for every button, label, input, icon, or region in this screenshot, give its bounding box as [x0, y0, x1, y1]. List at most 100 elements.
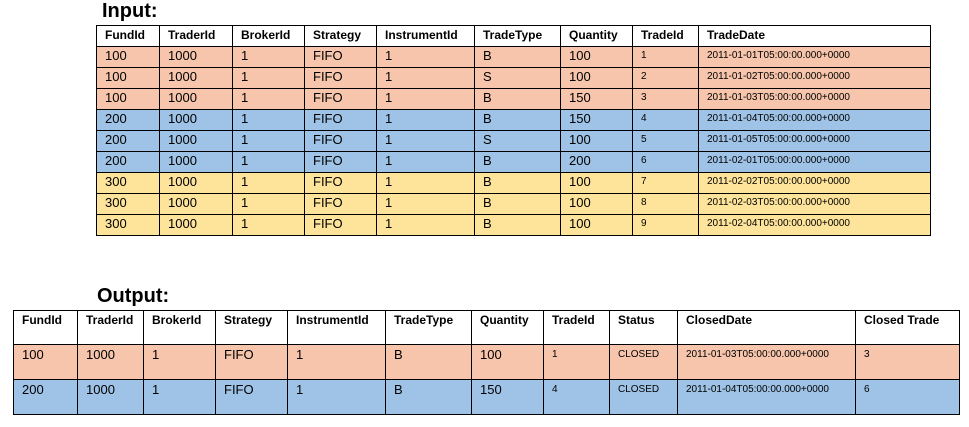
table-cell: FIFO — [304, 67, 377, 89]
table-cell: 1000 — [159, 130, 233, 152]
table-cell: 1 — [376, 193, 475, 215]
table-cell: 100 — [560, 193, 633, 215]
table-row: 300 1000 1 FIFO 1 B 100 9 2011-02-04T05:00:00.00… — [96, 214, 931, 236]
table-cell: B — [385, 379, 472, 415]
table-cell: 1000 — [159, 151, 233, 173]
table-cell: 2011-01-02T05:00:00.000+0000 — [698, 67, 931, 89]
table-cell: 300 — [96, 172, 160, 194]
table-cell: 1 — [376, 109, 475, 131]
col-trade-type: TradeType — [474, 25, 561, 47]
table-row: 200 1000 1 FIFO 1 B 150 4 2011-01-04T05:00:00.00… — [96, 109, 931, 131]
table-cell: 1 — [232, 67, 305, 89]
table-cell: 1 — [543, 344, 610, 380]
col-broker-id: BrokerId — [232, 25, 305, 47]
table-cell: 2011-01-03T05:00:00.000+0000 — [698, 88, 931, 110]
table-cell: B — [474, 88, 561, 110]
output-heading: Output: — [97, 285, 170, 307]
table-cell: 100 — [560, 67, 633, 89]
table-cell: 1 — [143, 344, 216, 380]
table-cell: 1000 — [159, 109, 233, 131]
table-cell: 1000 — [159, 67, 233, 89]
table-cell: FIFO — [304, 88, 377, 110]
col-closed-date: ClosedDate — [677, 310, 856, 345]
table-cell: 100 — [13, 344, 78, 380]
table-cell: 6 — [855, 379, 960, 415]
col-fund-id: FundId — [96, 25, 160, 47]
col-strategy: Strategy — [215, 310, 288, 345]
col-broker-id: BrokerId — [143, 310, 216, 345]
table-row: 300 1000 1 FIFO 1 B 100 8 2011-02-03T05:00:00.00… — [96, 193, 931, 215]
table-cell: 1 — [376, 151, 475, 173]
table-cell: 2011-01-04T05:00:00.000+0000 — [698, 109, 931, 131]
table-cell: FIFO — [215, 344, 288, 380]
table-cell: FIFO — [304, 214, 377, 236]
col-closed-trade: Closed Trade — [855, 310, 960, 345]
col-instrument-id: InstrumentId — [287, 310, 386, 345]
table-cell: 2011-02-01T05:00:00.000+0000 — [698, 151, 931, 173]
table-cell: B — [474, 193, 561, 215]
col-quantity: Quantity — [471, 310, 544, 345]
col-quantity: Quantity — [560, 25, 633, 47]
table-cell: 6 — [632, 151, 699, 173]
table-cell: 200 — [96, 130, 160, 152]
table-cell: 1 — [287, 344, 386, 380]
table-cell: FIFO — [304, 109, 377, 131]
table-cell: 1 — [232, 130, 305, 152]
table-cell: 150 — [560, 109, 633, 131]
table-cell: 1 — [232, 172, 305, 194]
table-cell: B — [474, 214, 561, 236]
table-cell: B — [474, 172, 561, 194]
table-cell: 1 — [376, 88, 475, 110]
table-cell: FIFO — [304, 193, 377, 215]
table-cell: 1 — [232, 109, 305, 131]
table-cell: 100 — [560, 172, 633, 194]
table-cell: S — [474, 130, 561, 152]
table-row: 100 1000 1 FIFO 1 B 100 1 CLOSED 2011-01-03T05:00… — [13, 344, 960, 380]
table-cell: 1000 — [77, 379, 144, 415]
table-cell: 1 — [376, 130, 475, 152]
table-cell: 1 — [143, 379, 216, 415]
col-fund-id: FundId — [13, 310, 78, 345]
table-cell: 2011-02-03T05:00:00.000+0000 — [698, 193, 931, 215]
table-cell: 300 — [96, 193, 160, 215]
table-cell: 1000 — [159, 214, 233, 236]
table-cell: 1000 — [159, 172, 233, 194]
table-cell: 1 — [376, 172, 475, 194]
table-cell: 100 — [560, 46, 633, 68]
table-cell: 1 — [376, 46, 475, 68]
table-cell: B — [474, 151, 561, 173]
table-cell: CLOSED — [609, 344, 678, 380]
table-cell: 150 — [471, 379, 544, 415]
table-cell: 1 — [232, 193, 305, 215]
input-heading: Input: — [102, 0, 158, 22]
table-cell: 1 — [232, 88, 305, 110]
table-cell: 200 — [560, 151, 633, 173]
table-cell: 2011-01-04T05:00:00.000+0000 — [677, 379, 856, 415]
table-cell: 200 — [13, 379, 78, 415]
col-trader-id: TraderId — [159, 25, 233, 47]
table-cell: S — [474, 67, 561, 89]
col-trader-id: TraderId — [77, 310, 144, 345]
table-cell: 2011-02-02T05:00:00.000+0000 — [698, 172, 931, 194]
table-cell: 1000 — [77, 344, 144, 380]
table-row: 200 1000 1 FIFO 1 B 200 6 2011-02-01T05:00:00.00… — [96, 151, 931, 173]
table-cell: 100 — [96, 67, 160, 89]
table-cell: 100 — [96, 88, 160, 110]
table-cell: 300 — [96, 214, 160, 236]
table-cell: 5 — [632, 130, 699, 152]
output-header-row: FundId TraderId BrokerId Strategy Instru… — [13, 310, 960, 345]
table-cell: 8 — [632, 193, 699, 215]
table-cell: FIFO — [304, 151, 377, 173]
table-row: 200 1000 1 FIFO 1 S 100 5 2011-01-05T05:00:00.00… — [96, 130, 931, 152]
col-trade-type: TradeType — [385, 310, 472, 345]
table-cell: 2011-01-05T05:00:00.000+0000 — [698, 130, 931, 152]
col-status: Status — [609, 310, 678, 345]
input-header-row: FundId TraderId BrokerId Strategy Instru… — [96, 25, 931, 47]
table-cell: 150 — [560, 88, 633, 110]
table-row: 200 1000 1 FIFO 1 B 150 4 CLOSED 2011-01-04T05:00… — [13, 379, 960, 415]
table-cell: B — [474, 109, 561, 131]
table-cell: 2011-01-03T05:00:00.000+0000 — [677, 344, 856, 380]
table-cell: CLOSED — [609, 379, 678, 415]
table-cell: 100 — [471, 344, 544, 380]
table-cell: 7 — [632, 172, 699, 194]
